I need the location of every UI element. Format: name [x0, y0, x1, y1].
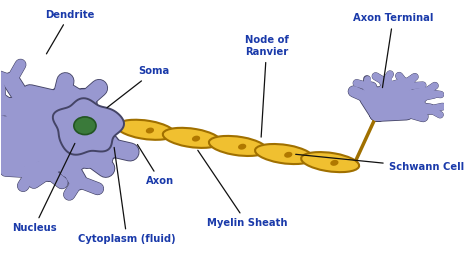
Ellipse shape [238, 144, 246, 150]
Ellipse shape [301, 152, 359, 172]
Text: Cytoplasm (fluid): Cytoplasm (fluid) [78, 147, 176, 244]
Ellipse shape [284, 152, 292, 158]
Polygon shape [53, 98, 124, 155]
Ellipse shape [209, 136, 267, 156]
Text: Dendrite: Dendrite [45, 10, 94, 54]
Ellipse shape [255, 144, 313, 164]
Text: Soma: Soma [107, 67, 169, 108]
Text: Schwann Cell: Schwann Cell [296, 154, 464, 172]
Text: Myelin Sheath: Myelin Sheath [198, 150, 287, 228]
Ellipse shape [74, 117, 96, 135]
Ellipse shape [163, 128, 221, 148]
Text: Nucleus: Nucleus [12, 144, 75, 233]
Ellipse shape [192, 136, 200, 141]
Text: Axon: Axon [137, 145, 174, 186]
Text: Node of
Ranvier: Node of Ranvier [245, 35, 289, 137]
Text: Axon Terminal: Axon Terminal [353, 13, 433, 88]
Ellipse shape [117, 120, 175, 140]
Ellipse shape [330, 160, 338, 166]
Ellipse shape [146, 128, 154, 134]
